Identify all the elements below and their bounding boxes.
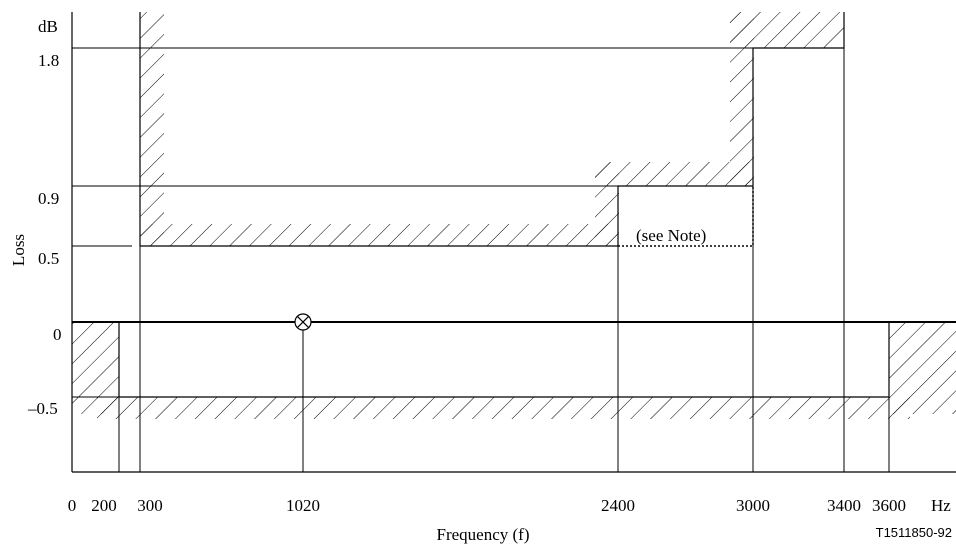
x-tick-label: 2400 <box>601 496 635 515</box>
x-tick-label: 0 <box>68 496 77 515</box>
x-axis-title: Frequency (f) <box>437 525 530 544</box>
see-note-annotation: (see Note) <box>636 226 706 245</box>
note-dotted-boundary <box>618 186 754 247</box>
horizontal-reference-lines <box>72 47 956 398</box>
x-tick-label: 3600 <box>872 496 906 515</box>
reference-point-1020-hz <box>294 313 312 331</box>
x-tick-labels: 0 200 300 1020 2400 3000 3400 3600 Hz <box>68 496 952 515</box>
y-axis-title: Loss <box>9 234 28 266</box>
hatch-upper-left-vertical <box>140 12 164 246</box>
y-tick-label: 0.9 <box>38 189 59 208</box>
x-tick-label: 300 <box>137 496 163 515</box>
hatch-upper-step-top-2400 <box>595 162 753 186</box>
hatch-upper-bottom-band <box>140 224 618 246</box>
y-tick-label: 0.5 <box>38 249 59 268</box>
x-tick-label: 1020 <box>286 496 320 515</box>
hatch-lower-right <box>889 322 956 414</box>
x-tick-label: 200 <box>91 496 117 515</box>
y-tick-label: –0.5 <box>27 399 58 418</box>
x-tick-label: 3400 <box>827 496 861 515</box>
reference-cross-b <box>296 315 310 329</box>
y-tick-label: 0 <box>53 325 62 344</box>
y-tick-labels: dB 1.8 0.9 0.5 0 –0.5 <box>27 17 62 418</box>
vertical-guide-lines <box>118 48 890 472</box>
y-unit-label: dB <box>38 17 58 36</box>
lower-loss-limit <box>118 322 890 398</box>
hatch-lower-band <box>97 397 910 419</box>
x-unit-label: Hz <box>931 496 951 515</box>
hatched-zones <box>72 12 956 419</box>
y-tick-label: 1.8 <box>38 51 59 70</box>
x-tick-label: 3000 <box>736 496 770 515</box>
mask-outlines <box>118 12 890 398</box>
upper-loss-limit <box>139 12 845 247</box>
axes <box>71 12 956 473</box>
hatch-upper-top-3400 <box>730 12 844 48</box>
figure-code: T1511850-92 <box>876 525 952 540</box>
